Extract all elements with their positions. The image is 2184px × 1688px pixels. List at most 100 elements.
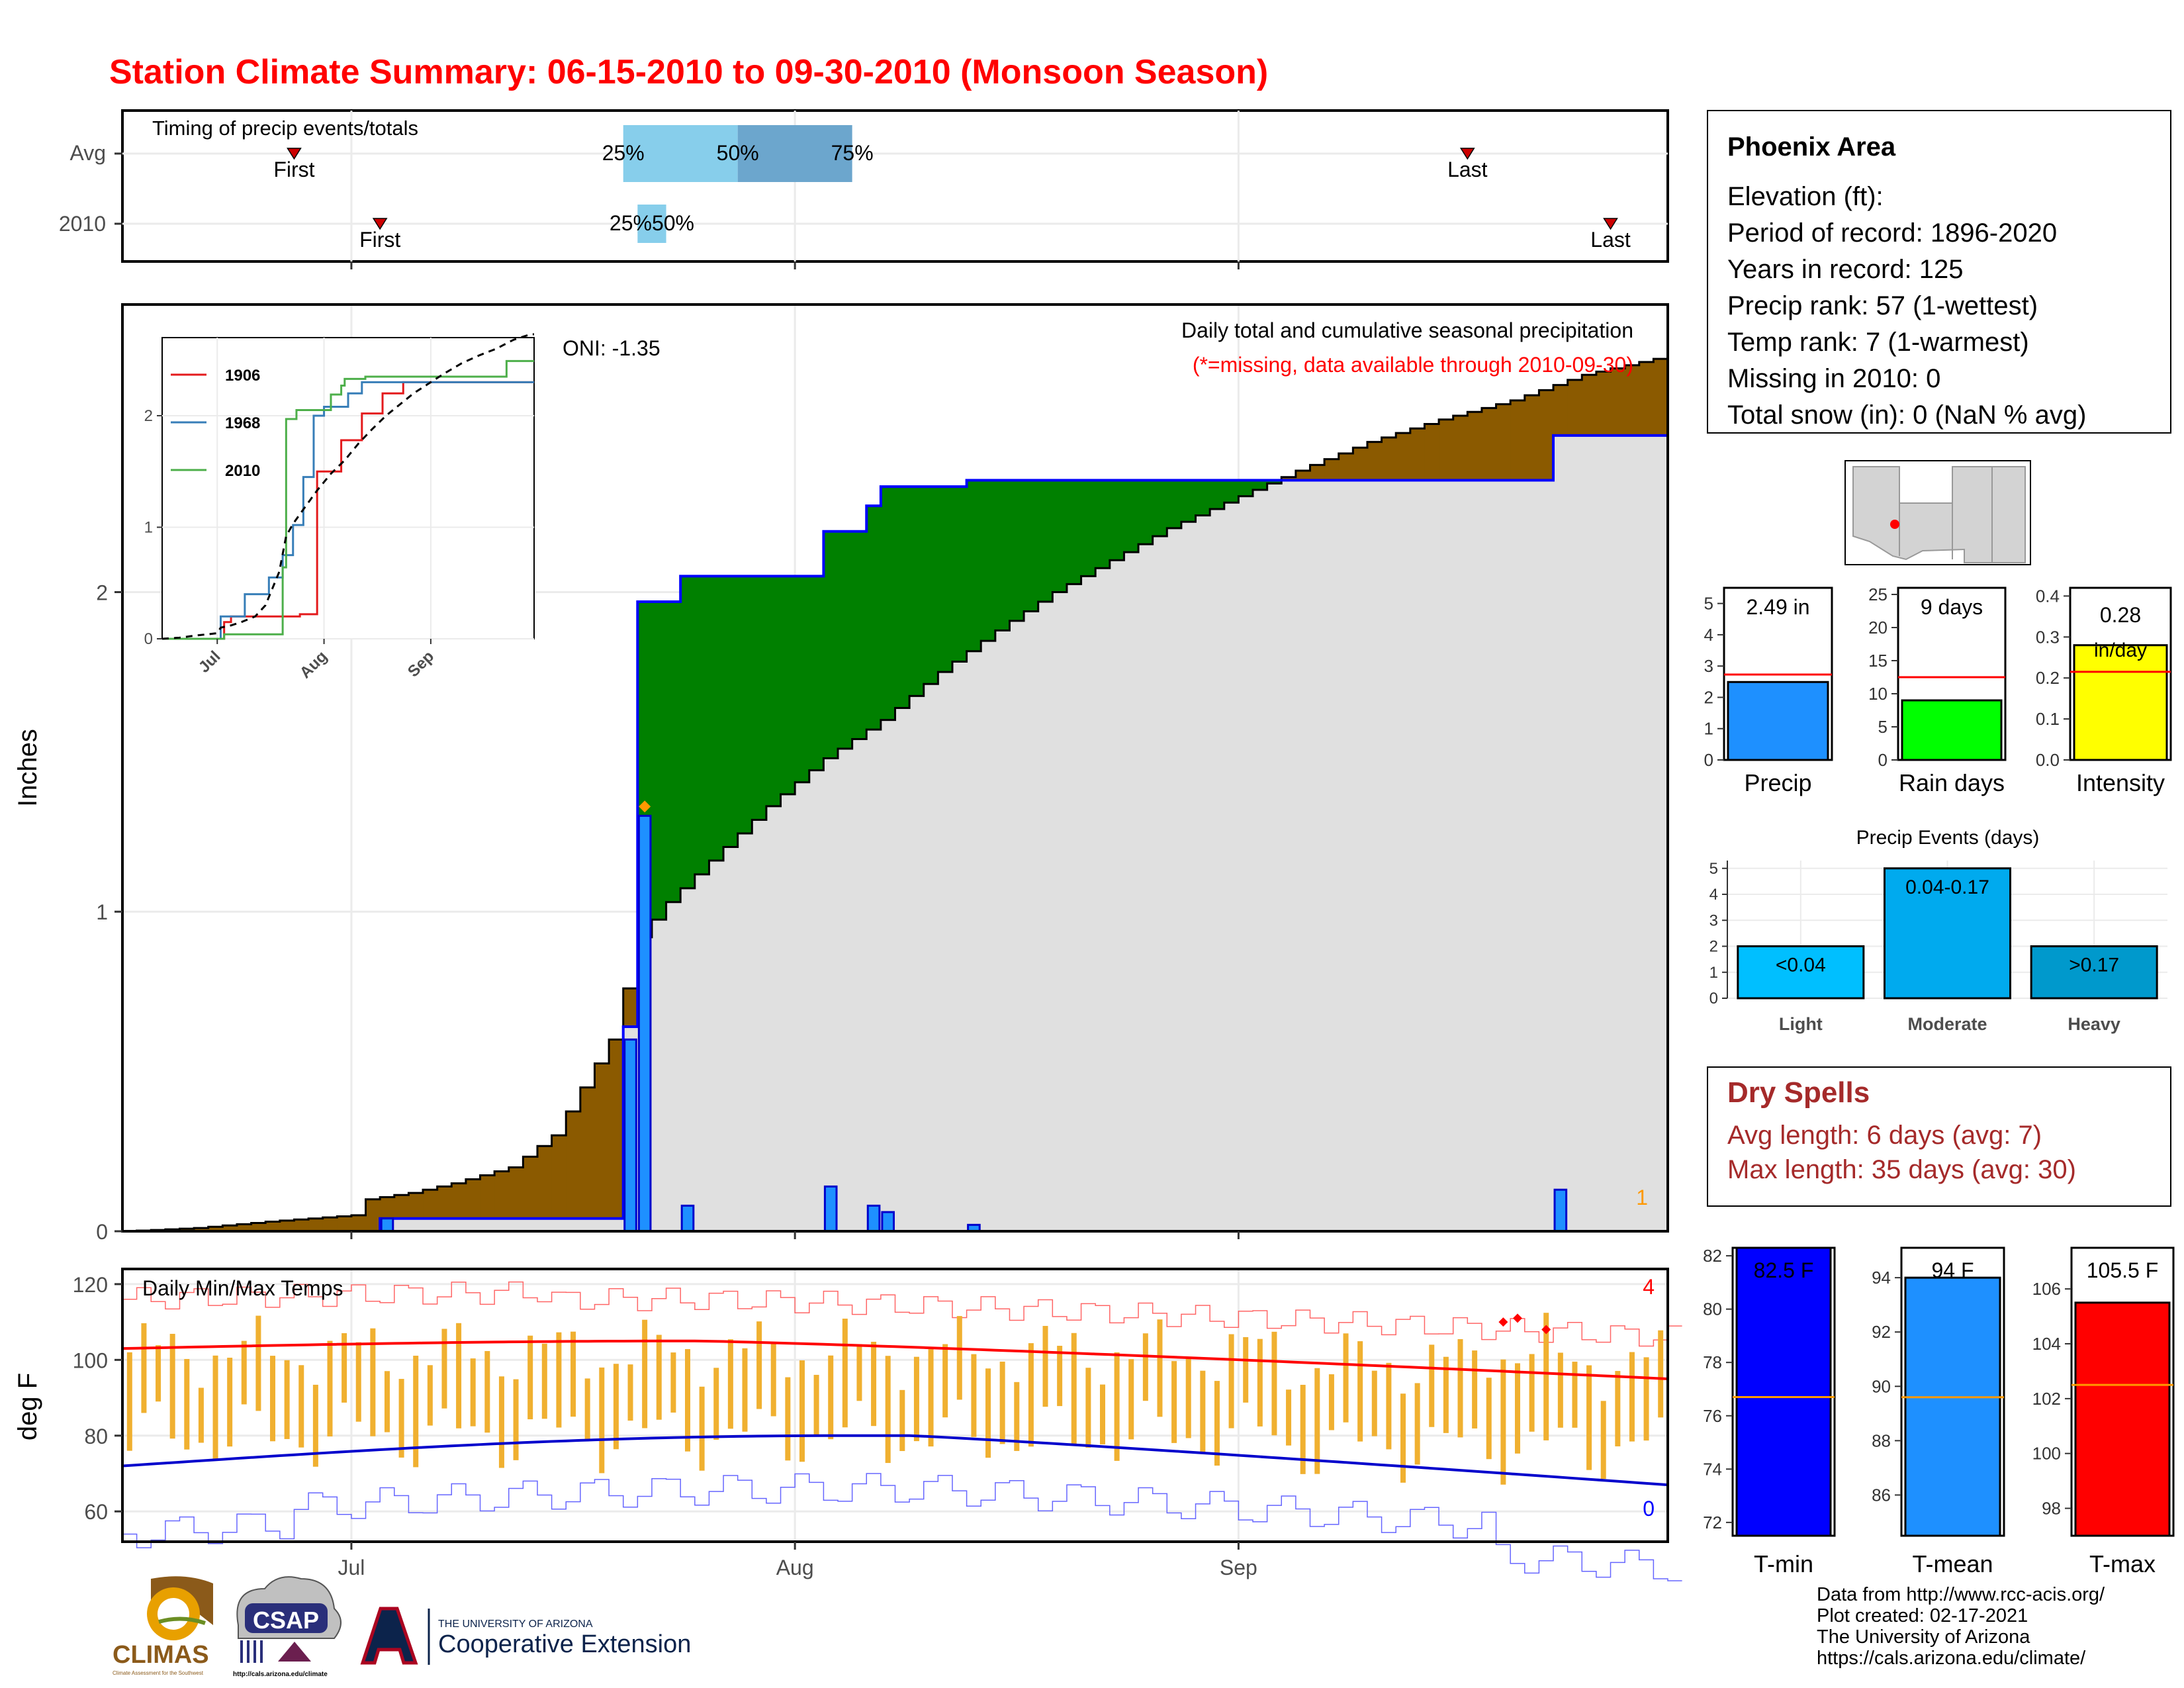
below-avg-fill	[480, 1175, 495, 1219]
station-info-box: Phoenix Area Elevation (ft): Period of re…	[1707, 110, 2171, 434]
record-high-marker	[1498, 1317, 1508, 1327]
daily-temp-range-bar	[1414, 1383, 1420, 1465]
cum-base-fill	[1224, 502, 1239, 1232]
cum-base-fill	[1195, 515, 1210, 1232]
below-avg-fill	[623, 988, 638, 1027]
cum-base-fill	[551, 1218, 567, 1231]
cum-base-fill	[966, 651, 981, 1231]
above-avg-fill	[1167, 480, 1182, 528]
daily-temp-range-bar	[899, 1389, 905, 1452]
tmax-gauge-value-label: 105.5 F	[2087, 1258, 2159, 1282]
below-avg-fill	[494, 1171, 510, 1219]
climas-logo: CLIMAS Climate Assessment for the Southw…	[113, 1576, 213, 1676]
above-avg-fill	[694, 576, 710, 874]
cum-base-fill	[537, 1218, 553, 1231]
station-line-6: Missing in 2010: 0	[1727, 364, 1940, 393]
daily-temp-range-bar	[1371, 1370, 1377, 1436]
below-avg-fill	[566, 1111, 581, 1219]
cum-base-fill	[1481, 480, 1497, 1231]
temp-xtick-label-Aug: Aug	[776, 1556, 814, 1579]
daily-temp-range-bar	[727, 1339, 733, 1429]
station-line-2: Period of record: 1896-2020	[1727, 218, 2057, 248]
daily-temp-range-bar	[184, 1358, 190, 1450]
cum-base-fill	[1253, 490, 1268, 1231]
intensity-gauge-value-label-1: 0.28	[2100, 603, 2141, 627]
daily-temp-range-bar	[141, 1323, 147, 1413]
timing-avg-p25-label: 25%	[602, 141, 645, 165]
cum-base-fill	[1510, 480, 1525, 1231]
dry-spells-box: Dry Spells Avg length: 6 days (avg: 7) M…	[1707, 1066, 2171, 1207]
daily-temp-range-bar	[1357, 1341, 1363, 1442]
intensity-gauge-ytick-label-0.4: 0.4	[2036, 586, 2060, 606]
cum-base-fill	[737, 833, 752, 1231]
cum-base-fill	[480, 1218, 495, 1231]
above-avg-fill	[795, 576, 810, 782]
below-avg-fill	[1610, 368, 1625, 436]
cum-base-fill	[1424, 480, 1439, 1231]
daily-temp-range-bar	[971, 1354, 977, 1437]
tmean-gauge-ytick-label-86: 86	[1872, 1485, 1891, 1505]
daily-temp-range-bar	[1486, 1378, 1492, 1460]
daily-temp-range-bar	[828, 1355, 834, 1440]
daily-temp-range-bar	[1243, 1336, 1249, 1403]
above-avg-fill	[651, 601, 667, 920]
daily-temp-range-bar	[656, 1335, 662, 1420]
daily-temp-range-bar	[1500, 1359, 1506, 1485]
daily-temp-range-bar	[1014, 1382, 1020, 1451]
cum-base-fill	[1281, 480, 1297, 1231]
tmax-gauge-ytick-label-100: 100	[2032, 1444, 2061, 1464]
daily-temp-range-bar	[1257, 1338, 1263, 1427]
footer-line-2: Plot created: 02-17-2021	[1817, 1605, 2028, 1626]
oni-label: ONI: -1.35	[563, 336, 660, 360]
cum-base-fill	[494, 1218, 510, 1231]
tmax-gauge-ytick-label-98: 98	[2042, 1499, 2061, 1519]
daily-temp-range-bar	[985, 1368, 991, 1458]
below-avg-fill	[423, 1190, 438, 1219]
cum-base-fill	[1024, 611, 1039, 1231]
events-bar-heavy	[2030, 945, 2158, 1000]
daily-temp-range-bar	[1557, 1352, 1563, 1428]
cum-base-fill	[1567, 435, 1582, 1231]
below-avg-fill	[265, 1221, 281, 1231]
temp-ytick-label-80: 80	[84, 1425, 108, 1448]
timing-row-2010: 2010	[59, 212, 106, 236]
daily-precip-bar	[637, 814, 652, 1233]
inset-avg-line	[161, 333, 534, 640]
cum-base-fill	[1295, 480, 1311, 1231]
below-avg-fill	[1481, 408, 1497, 481]
above-avg-fill	[1095, 480, 1111, 569]
tmean-gauge-ytick-label-88: 88	[1872, 1430, 1891, 1450]
daily-temp-range-bar	[1586, 1365, 1592, 1470]
daily-temp-range-bar	[1572, 1362, 1578, 1428]
cum-base-fill	[1467, 480, 1482, 1231]
daily-temp-range-bar	[871, 1341, 877, 1427]
cum-base-fill	[437, 1218, 452, 1231]
daily-temp-range-bar	[1200, 1370, 1206, 1452]
intensity-gauge-value-label-2: in/day	[2094, 639, 2147, 661]
temp-xtick-label-Sep: Sep	[1220, 1556, 1257, 1579]
daily-temp-range-bar	[327, 1340, 333, 1436]
below-avg-fill	[437, 1186, 452, 1219]
daily-precip-bar	[1553, 1188, 1568, 1233]
events-category-light: Light	[1779, 1014, 1823, 1034]
daily-temp-range-bar	[785, 1377, 791, 1461]
cum-base-fill	[1081, 576, 1096, 1231]
station-line-1: Elevation (ft):	[1727, 182, 1884, 211]
above-avg-fill	[1109, 480, 1125, 561]
below-avg-fill	[451, 1183, 467, 1219]
cum-base-fill	[1381, 480, 1396, 1231]
raindays-gauge-ytick-label-0: 0	[1878, 750, 1888, 770]
below-avg-fill	[1353, 447, 1368, 481]
cum-base-fill	[995, 630, 1011, 1231]
events-ytick-label-5: 5	[1709, 860, 1718, 878]
daily-temp-range-bar	[1142, 1333, 1148, 1401]
daily-temp-range-bar	[685, 1349, 691, 1452]
daily-temp-range-bar	[1057, 1346, 1063, 1407]
above-avg-fill	[752, 576, 767, 820]
timing-avg-last-marker	[1459, 148, 1475, 160]
dry-spells-avg: Avg length: 6 days (avg: 7)	[1727, 1121, 2042, 1150]
above-avg-fill	[923, 487, 938, 684]
daily-temp-range-bar	[312, 1384, 318, 1467]
events-category-moderate: Moderate	[1907, 1014, 1987, 1034]
daily-precip-bar	[823, 1185, 838, 1233]
